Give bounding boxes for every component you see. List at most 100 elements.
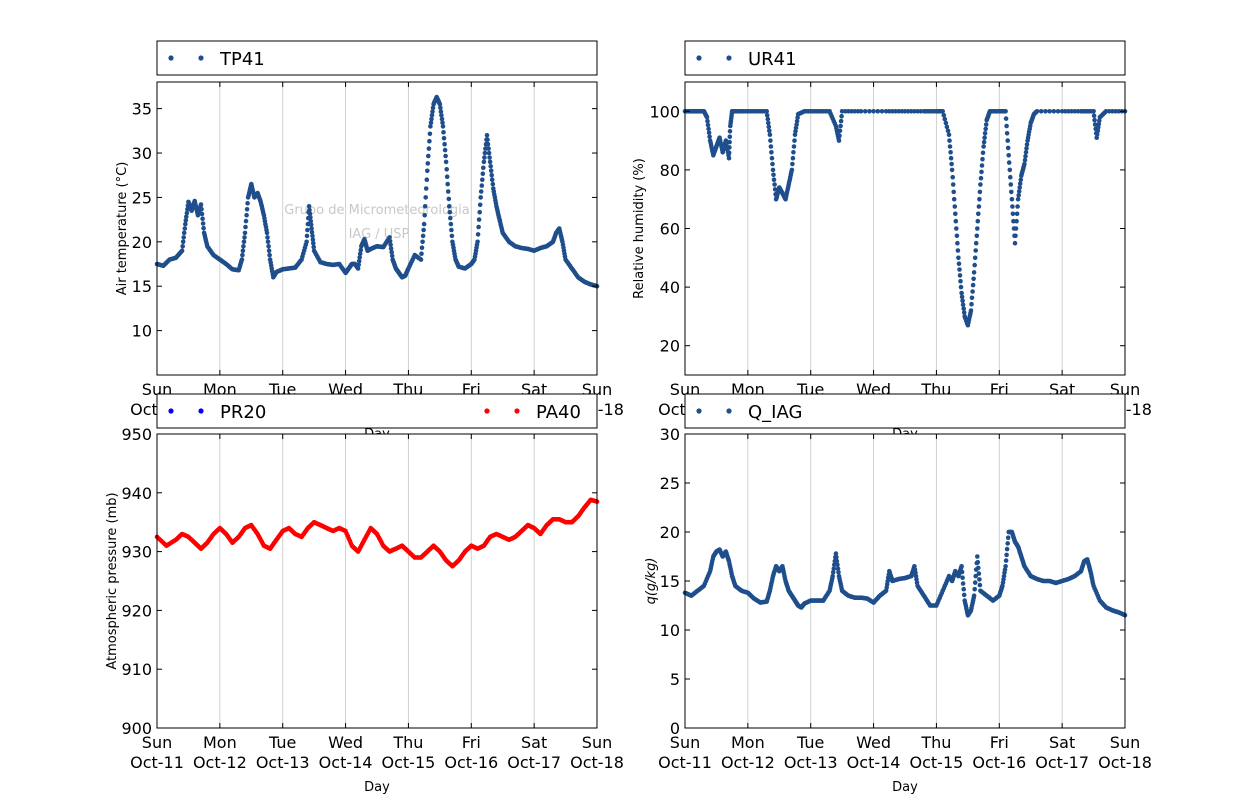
tp41-data-point: [490, 181, 496, 187]
q_iag-data-point: [834, 558, 840, 564]
ur41-data-point: [951, 189, 956, 195]
ur41-legend-marker: [726, 55, 732, 61]
ur41-data-point: [955, 240, 960, 246]
ur41-data-point: [1008, 182, 1014, 187]
ur41-data-point: [1072, 109, 1077, 114]
ur41-data-point: [1091, 113, 1097, 118]
ur41-data-point: [858, 109, 864, 114]
tp41-data-point: [488, 164, 494, 169]
tp41-data-point: [487, 159, 493, 165]
ur41-data-point: [726, 155, 732, 161]
ur41-data-point: [1023, 150, 1029, 155]
ur41-data-point: [972, 255, 978, 261]
ur41-data-point: [971, 276, 976, 282]
ur41-data-point: [977, 189, 983, 195]
ur41-data-point: [792, 132, 798, 137]
ur41-data-point: [954, 226, 959, 231]
q_iag-data-point: [835, 566, 841, 571]
ur41-data-point: [727, 145, 732, 150]
tp41-data-point: [200, 216, 205, 221]
tp41-ytick-label: 30: [132, 144, 152, 163]
tp41-data-point: [448, 215, 453, 221]
q_iag-xtick-label: Thu Oct-15: [910, 733, 964, 772]
tp41-data-point: [265, 239, 271, 245]
ur41-data-point: [1011, 218, 1016, 224]
ur41-data-point: [959, 290, 964, 296]
ur41-data-point: [946, 132, 952, 137]
tp41-data-point: [481, 165, 486, 171]
ur41-data-point: [768, 138, 773, 143]
tp41-data-point: [308, 215, 313, 220]
ur41-data-point: [1034, 109, 1040, 114]
ur41-data-point: [952, 204, 958, 209]
ur41-data-point: [958, 284, 964, 290]
tp41-ylabel: Air temperature (°C): [115, 162, 130, 296]
ur41-data-point: [771, 172, 776, 178]
ur41-data-point: [1092, 122, 1098, 127]
ur41-data-point: [941, 112, 947, 118]
ur41-ylabel: Relative humidity (%): [632, 158, 647, 299]
tp41-data-point: [428, 120, 434, 125]
ur41-data-point: [976, 211, 981, 217]
ur41-data-point: [954, 233, 960, 239]
q_iag-data-point: [972, 586, 977, 592]
q_iag-data-point: [971, 593, 977, 598]
tp41-data-point: [389, 249, 395, 255]
pressure-legend-box: [156, 393, 598, 429]
ur41-data-point: [982, 135, 987, 140]
tp41-data-point: [423, 186, 429, 191]
watermark-line-1: Grupo de Micrometeorologia: [284, 203, 470, 218]
pressure-ytick-label: 940: [121, 484, 152, 503]
ur41-data-point: [968, 308, 974, 313]
q_iag-xtick-label: Mon Oct-12: [721, 733, 775, 772]
ur41-data-point: [879, 109, 885, 114]
tp41-data-point: [428, 124, 433, 129]
tp41-data-point: [478, 189, 484, 194]
tp41-data-point: [485, 137, 490, 142]
ur41-data-point: [918, 109, 923, 114]
ur41-plot-area: [685, 82, 1125, 375]
ur41-data-point: [979, 163, 985, 168]
ur41-ytick-label: 100: [649, 102, 680, 121]
ur41-data-point: [794, 118, 800, 124]
tp41-ytick-label: 35: [132, 100, 152, 119]
ur41-data-point: [944, 124, 950, 130]
tp41-data-point: [425, 161, 431, 166]
ur41-data-point: [1003, 116, 1009, 121]
pressure-axes-frame: [156, 433, 598, 729]
tp41-data-point: [441, 130, 446, 135]
ur41-data-point: [846, 109, 851, 114]
q_iag-data-point: [960, 575, 965, 580]
tp41-data-point: [181, 230, 187, 236]
tp41-data-point: [479, 183, 485, 188]
tp41-data-point: [181, 235, 186, 240]
tp41-data-point: [475, 239, 480, 245]
tp41-data-point: [200, 221, 206, 226]
tp41-data-point: [388, 242, 393, 248]
ur41-data-point: [767, 128, 772, 134]
ur41-data-point: [839, 113, 844, 119]
watermark-line-2: IAG / USP: [349, 227, 410, 242]
ur41-data-point: [1003, 109, 1008, 114]
pressure-legend-marker: [198, 408, 204, 414]
tp41-data-point: [475, 232, 481, 237]
tp41-data-point: [477, 202, 483, 208]
ur41-legend-label: UR41: [748, 49, 797, 70]
q_iag-ytick-label: 20: [660, 523, 680, 542]
ur41-data-point: [790, 161, 795, 167]
ur41-data-point: [1055, 109, 1061, 114]
tp41-data-point: [486, 146, 491, 151]
ur41-ytick-label: 60: [660, 220, 680, 239]
tp41-data-point: [439, 113, 444, 118]
ur41-data-point: [1015, 204, 1020, 209]
tp41-data-point: [422, 204, 428, 209]
ur41-data-point: [883, 109, 889, 114]
ur41-data-point: [1043, 109, 1048, 114]
ur41-data-point: [948, 150, 953, 155]
ur41-data-point: [769, 150, 774, 155]
tp41-ytick-label: 25: [132, 188, 152, 207]
pressure-xtick-label: Fri Oct-16: [444, 733, 498, 772]
ur41-data-point: [974, 233, 980, 239]
ur41-data-point: [792, 138, 797, 143]
pressure-xtick-label: Sun Oct-11: [130, 733, 184, 772]
